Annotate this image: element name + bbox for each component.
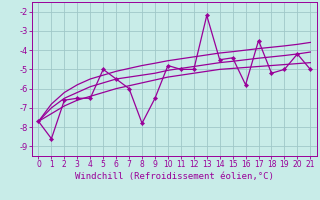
X-axis label: Windchill (Refroidissement éolien,°C): Windchill (Refroidissement éolien,°C) <box>75 172 274 181</box>
